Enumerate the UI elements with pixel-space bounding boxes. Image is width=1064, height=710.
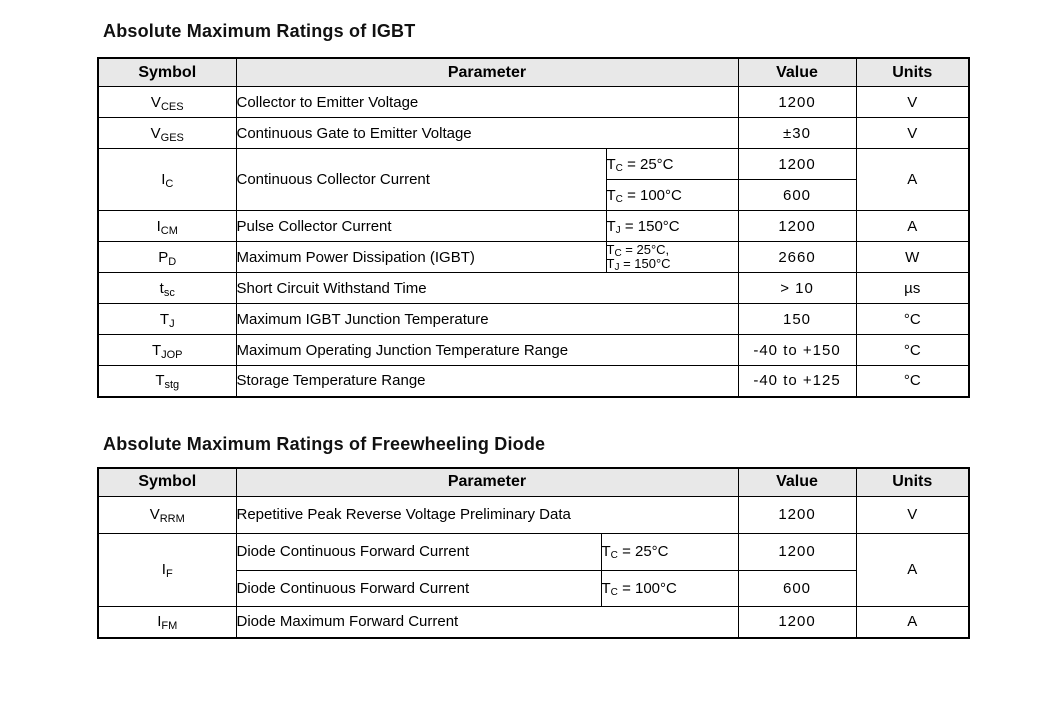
symbol-cell: Tstg xyxy=(97,365,237,397)
value-cell: 2660 xyxy=(737,241,857,273)
symbol-cell: ICM xyxy=(97,210,237,242)
value-cell: 1200 xyxy=(737,86,857,118)
table-row-tjop: TJOP Maximum Operating Junction Temperat… xyxy=(97,334,970,366)
units-cell: V xyxy=(855,495,970,534)
units-cell: A xyxy=(855,532,970,607)
column-header-value: Value xyxy=(737,467,857,497)
diode-table-title: Absolute Maximum Ratings of Freewheeling… xyxy=(103,433,546,454)
value-cell: 150 xyxy=(737,303,857,335)
units-cell: A xyxy=(855,148,970,211)
symbol-cell: PD xyxy=(97,241,237,273)
column-header-units: Units xyxy=(855,57,970,87)
table-row-ic-100c: TC = 100°C 600 xyxy=(98,179,969,211)
value-cell: ±30 xyxy=(737,117,857,149)
symbol-cell: TJ xyxy=(97,303,237,335)
parameter-cell: Continuous Gate to Emitter Voltage xyxy=(235,117,739,149)
igbt-ratings-table: Symbol Parameter Value Units VCES Collec… xyxy=(97,57,970,398)
units-cell: A xyxy=(855,605,970,639)
units-cell: W xyxy=(855,241,970,273)
symbol-cell: VGES xyxy=(97,117,237,149)
table-row-vces: VCES Collector to Emitter Voltage 1200 V xyxy=(97,86,970,118)
parameter-cell: Short Circuit Withstand Time xyxy=(235,272,739,304)
header-row: Symbol Parameter Value Units xyxy=(97,57,970,87)
parameter-cell: Repetitive Peak Reverse Voltage Prelimin… xyxy=(235,495,739,534)
value-cell: 600 xyxy=(737,569,857,607)
parameter-cell: Maximum Power Dissipation (IGBT) xyxy=(235,241,607,273)
parameter-cell: Collector to Emitter Voltage xyxy=(235,86,739,118)
column-header-symbol: Symbol xyxy=(97,57,237,87)
units-cell: °C xyxy=(855,334,970,366)
table-row-if-25c: IF Diode Continuous Forward Current TC =… xyxy=(97,532,970,607)
symbol-cell: IF xyxy=(97,532,237,607)
table-row-ic-25c: IC Continuous Collector Current TC = 25°… xyxy=(97,148,970,211)
table-row-ifm: IFM Diode Maximum Forward Current 1200 A xyxy=(97,605,970,639)
value-cell: > 10 xyxy=(737,272,857,304)
value-cell: 1200 xyxy=(737,495,857,534)
parameter-cell: Continuous Collector Current xyxy=(235,148,607,211)
units-cell: °C xyxy=(855,365,970,397)
table-row-tj: TJ Maximum IGBT Junction Temperature 150… xyxy=(97,303,970,335)
table-row-icm: ICM Pulse Collector Current TJ = 150°C 1… xyxy=(97,210,970,242)
condition-cell: TC = 25°C, TJ = 150°C xyxy=(605,241,739,273)
table-row-vrrm: VRRM Repetitive Peak Reverse Voltage Pre… xyxy=(97,495,970,534)
parameter-cell: Maximum Operating Junction Temperature R… xyxy=(235,334,739,366)
parameter-cell: Diode Continuous Forward Current xyxy=(235,569,602,607)
column-header-parameter: Parameter xyxy=(235,467,739,497)
value-cell: 600 xyxy=(737,179,857,211)
symbol-cell: tsc xyxy=(97,272,237,304)
condition-cell: TC = 25°C xyxy=(600,532,739,571)
datasheet-page: Absolute Maximum Ratings of IGBT Symbol … xyxy=(97,20,970,639)
condition-cell: TJ = 150°C xyxy=(605,210,739,242)
parameter-cell: Diode Maximum Forward Current xyxy=(235,605,739,639)
column-header-parameter: Parameter xyxy=(235,57,739,87)
condition-cell: TC = 100°C xyxy=(600,569,739,607)
value-cell: 1200 xyxy=(737,210,857,242)
parameter-cell: Maximum IGBT Junction Temperature xyxy=(235,303,739,335)
units-cell: A xyxy=(855,210,970,242)
table-row-vges: VGES Continuous Gate to Emitter Voltage … xyxy=(97,117,970,149)
parameter-cell: Storage Temperature Range xyxy=(235,365,739,397)
symbol-cell: VRRM xyxy=(97,495,237,534)
units-cell: V xyxy=(855,86,970,118)
value-cell: 1200 xyxy=(737,148,857,180)
table-row-tsc: tsc Short Circuit Withstand Time > 10 µs xyxy=(97,272,970,304)
condition-cell: TC = 100°C xyxy=(605,179,739,211)
value-cell: 1200 xyxy=(737,532,857,571)
symbol-cell: IFM xyxy=(97,605,237,639)
value-cell: -40 to +125 xyxy=(737,365,857,397)
diode-ratings-table: Symbol Parameter Value Units VRRM Repeti… xyxy=(97,466,970,639)
units-cell: µs xyxy=(855,272,970,304)
header-row: Symbol Parameter Value Units xyxy=(97,467,970,497)
symbol-cell: VCES xyxy=(97,86,237,118)
symbol-cell: TJOP xyxy=(97,334,237,366)
igbt-table-title: Absolute Maximum Ratings of IGBT xyxy=(103,21,416,41)
column-header-units: Units xyxy=(855,467,970,497)
units-cell: V xyxy=(855,117,970,149)
parameter-cell: Diode Continuous Forward Current xyxy=(235,532,602,571)
symbol-cell: IC xyxy=(97,148,237,211)
table-row-pd: PD Maximum Power Dissipation (IGBT) TC =… xyxy=(97,241,970,273)
parameter-cell: Pulse Collector Current xyxy=(235,210,607,242)
units-cell: °C xyxy=(855,303,970,335)
table-row-tstg: Tstg Storage Temperature Range -40 to +1… xyxy=(97,365,970,397)
condition-cell: TC = 25°C xyxy=(605,148,739,180)
column-header-symbol: Symbol xyxy=(97,467,237,497)
value-cell: 1200 xyxy=(737,605,857,639)
ratings-section: Absolute Maximum Ratings of IGBT Symbol … xyxy=(97,20,970,639)
column-header-value: Value xyxy=(737,57,857,87)
value-cell: -40 to +150 xyxy=(737,334,857,366)
